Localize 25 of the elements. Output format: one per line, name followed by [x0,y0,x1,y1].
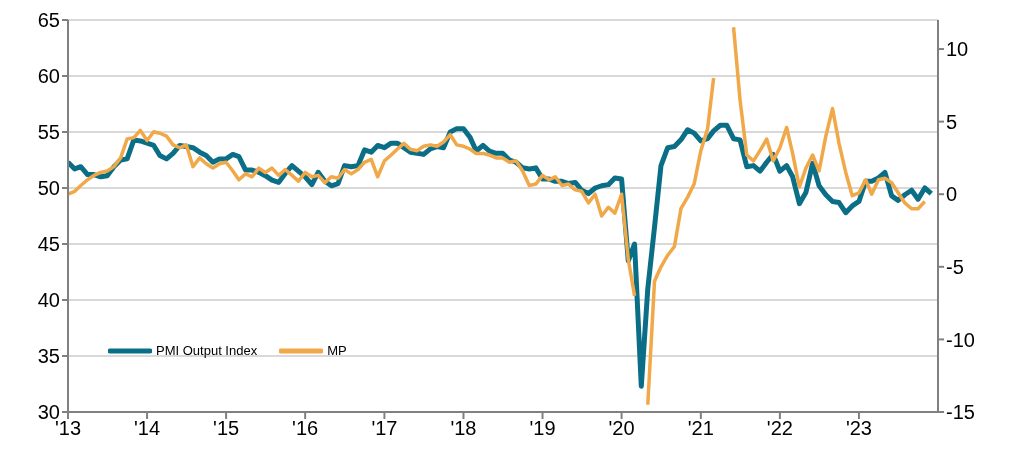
y-tick-label: 60 [37,65,60,88]
x-tick-label: '21 [687,417,714,440]
x-tick-label: '20 [608,417,635,440]
y2-tick-label: 0 [946,183,958,206]
y-tick-label: 65 [37,9,60,32]
y-tick-label: 50 [37,177,60,200]
x-tick-label: '23 [845,417,872,440]
y2-tick-label: -15 [946,401,975,424]
x-tick-label: '15 [213,417,240,440]
y-tick-label: 40 [37,289,60,312]
y2-tick-label: -5 [946,255,964,278]
y2-tick-label: 10 [946,38,969,61]
y2-tick-label: -10 [946,328,975,351]
x-tick-label: '19 [529,417,556,440]
y-tick-label: 45 [37,233,60,256]
x-tick-label: '16 [292,417,319,440]
legend-label: PMI Output Index [156,343,258,358]
y-tick-label: 35 [37,345,60,368]
legend-label: MP [327,343,347,358]
x-tick-label: '17 [371,417,398,440]
y2-tick-label: 5 [946,110,958,133]
x-tick-label: '14 [134,417,161,440]
y-tick-label: 55 [37,121,60,144]
x-tick-label: '22 [766,417,793,440]
x-tick-label: '18 [450,417,477,440]
